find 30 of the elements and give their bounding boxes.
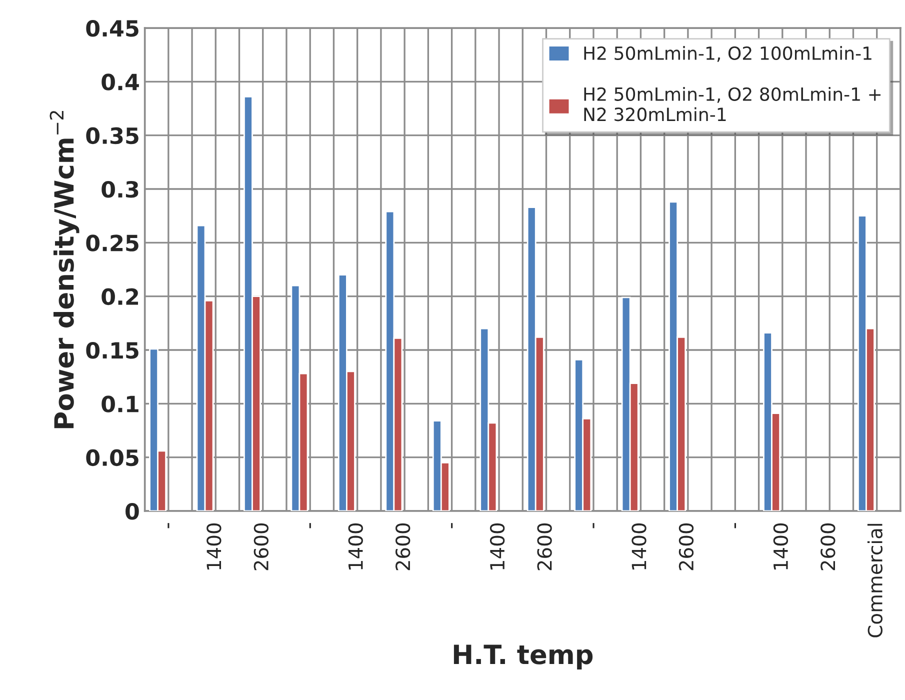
x-tick-label: - (309, 523, 311, 528)
y-tick-label: 0 (126, 502, 139, 520)
y-tick-label: 0.1 (102, 396, 138, 412)
x-tick-label: 1400 (206, 523, 222, 570)
y-tick-label: 0.4 (102, 74, 139, 90)
y-tick-label: 0.25 (86, 234, 138, 252)
legend-label: H2 50mLmin-1, O2 80mLmin-1 + N2 320mLmin-1 (584, 87, 881, 122)
x-tick-label: - (592, 523, 594, 528)
x-tick-label: - (734, 523, 736, 528)
x-tick-label: 1400 (773, 523, 788, 570)
x-tick-label: 1400 (348, 523, 363, 570)
x-tick-label: 2600 (820, 523, 836, 570)
x-tick-label: - (451, 523, 453, 528)
x-tick-label: 2600 (678, 523, 694, 570)
y-tick-label: 0.35 (86, 127, 138, 144)
x-tick-label: Commercial (867, 524, 882, 638)
x-tick-label: 1400 (490, 523, 505, 570)
y-tick-label: 0.45 (86, 20, 138, 37)
y-axis-title: Power density/Wcm$^{−2}$ (50, 110, 80, 428)
legend-label: H2 50mLmin-1, O2 100mLmin-1 (584, 46, 872, 62)
y-tick-label: 0.3 (102, 180, 138, 198)
y-tick-label: 0.15 (86, 342, 138, 359)
y-tick-label: 0.2 (102, 288, 138, 306)
x-tick-label: 2600 (395, 523, 410, 570)
x-axis-title: H.T. temp (454, 644, 593, 670)
x-tick-label: 1400 (632, 523, 646, 570)
x-tick-label: 2600 (254, 523, 269, 570)
x-tick-label: 2600 (537, 523, 552, 570)
x-tick-label: - (168, 523, 170, 528)
y-tick-label: 0.05 (86, 449, 138, 466)
